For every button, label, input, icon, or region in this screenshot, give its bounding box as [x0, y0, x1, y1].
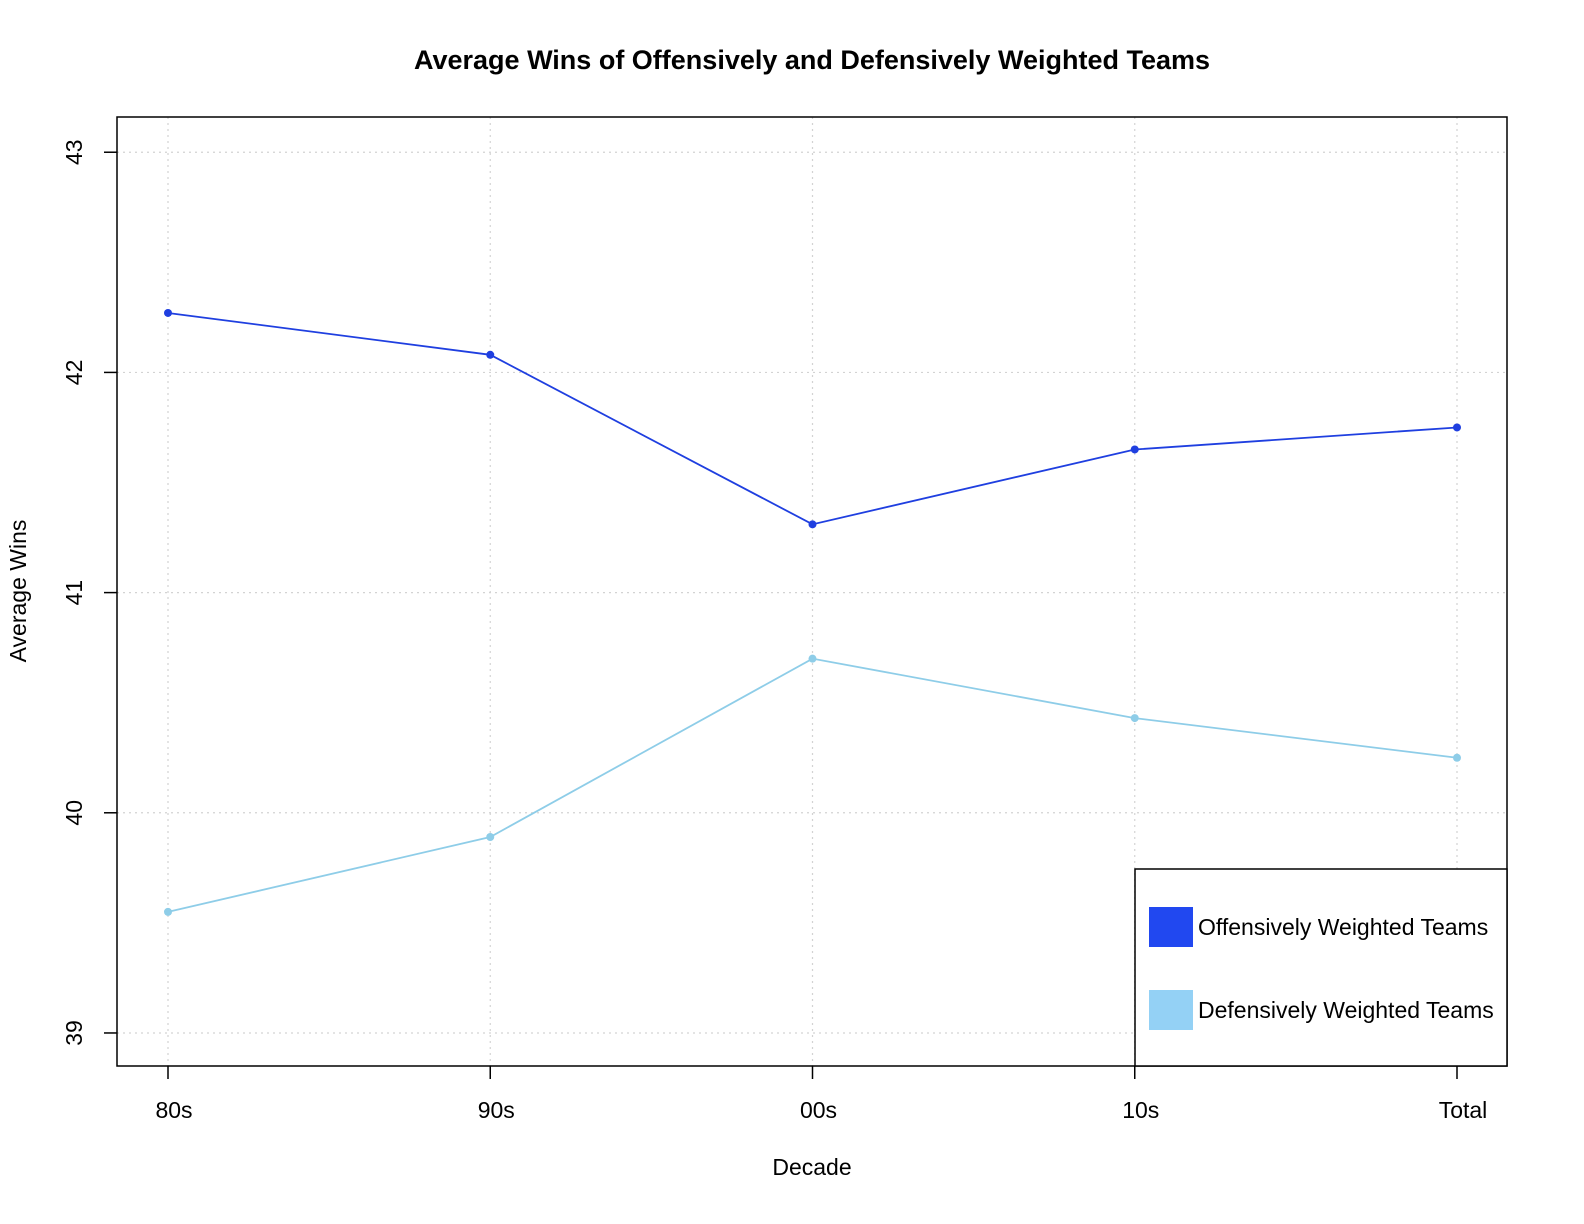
data-point	[1130, 714, 1139, 723]
y-tick-label: 43	[61, 139, 87, 165]
data-point	[1453, 423, 1461, 432]
series-2	[164, 654, 1461, 916]
legend-label: Defensively Weighted Teams	[1198, 997, 1494, 1023]
x-tick-label: 00s	[800, 1097, 837, 1123]
data-point	[486, 833, 495, 842]
data-point	[164, 308, 172, 317]
y-axis: 39 40 41 42 43	[61, 139, 117, 1046]
legend-swatch	[1149, 990, 1193, 1030]
data-point	[164, 907, 172, 916]
data-point	[1453, 753, 1461, 762]
chart-title: Average Wins of Offensively and Defensiv…	[414, 45, 1210, 75]
x-axis-label: Decade	[772, 1154, 851, 1180]
y-axis-label: Average Wins	[5, 520, 31, 663]
legend-frame	[1134, 868, 1508, 1067]
series-1	[164, 308, 1461, 529]
y-tick-label: 42	[61, 360, 87, 386]
data-point	[808, 520, 817, 529]
x-tick-label: 80s	[155, 1097, 192, 1123]
legend: Offensively Weighted Teams Defensively We…	[1134, 868, 1508, 1067]
x-tick-label: Total	[1439, 1097, 1488, 1123]
y-tick-label: 39	[61, 1020, 87, 1046]
data-point	[486, 350, 495, 359]
x-axis: 80s 90s 00s 10s Total	[155, 1066, 1487, 1123]
legend-label: Offensively Weighted Teams	[1198, 914, 1488, 940]
y-tick-label: 40	[61, 800, 87, 826]
data-point	[1130, 445, 1139, 454]
data-point	[808, 654, 817, 663]
legend-swatch	[1149, 907, 1193, 947]
y-tick-label: 41	[61, 580, 87, 606]
series-layer	[164, 308, 1461, 916]
x-tick-label: 90s	[478, 1097, 515, 1123]
x-tick-label: 10s	[1122, 1097, 1159, 1123]
